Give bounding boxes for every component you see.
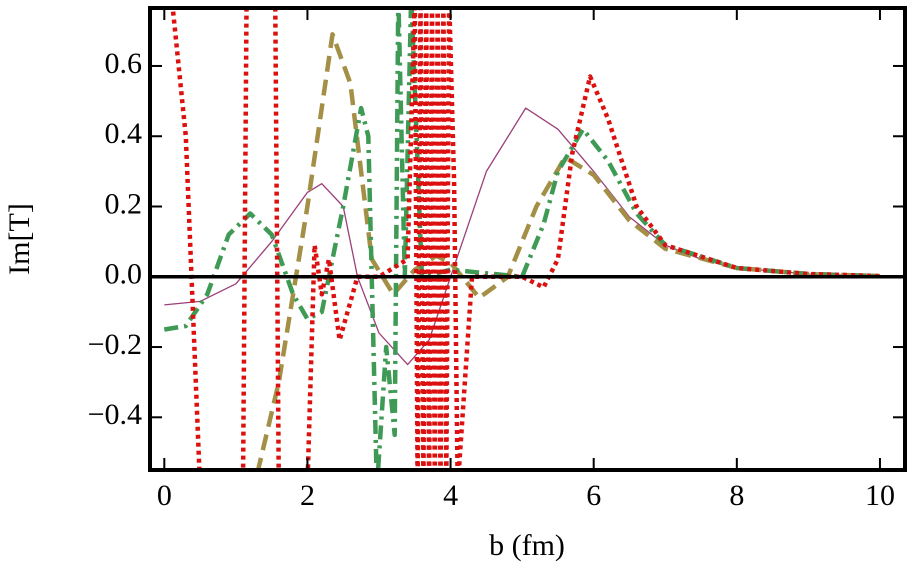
y-axis-label: Im[T]	[3, 203, 36, 275]
y-tick-label: 0.6	[105, 47, 143, 80]
x-tick-label: 2	[300, 479, 315, 512]
x-tick-label: 10	[865, 479, 895, 512]
y-tick-label: 0.4	[105, 117, 143, 150]
plot-frame	[148, 6, 907, 472]
x-tick-label: 6	[586, 479, 601, 512]
x-tick-label: 8	[729, 479, 744, 512]
series-line	[255, 32, 881, 470]
series-line	[163, 8, 881, 470]
y-tick-label: −0.4	[88, 398, 142, 431]
y-tick-label: 0.0	[105, 258, 143, 291]
x-tick-label: 0	[157, 479, 172, 512]
y-tick-label: 0.2	[105, 187, 143, 220]
series-line	[170, 8, 881, 470]
x-axis-label: b (fm)	[489, 529, 565, 562]
x-tick-label: 4	[443, 479, 458, 512]
y-tick-label: −0.2	[88, 328, 142, 361]
plot-area	[163, 8, 881, 470]
